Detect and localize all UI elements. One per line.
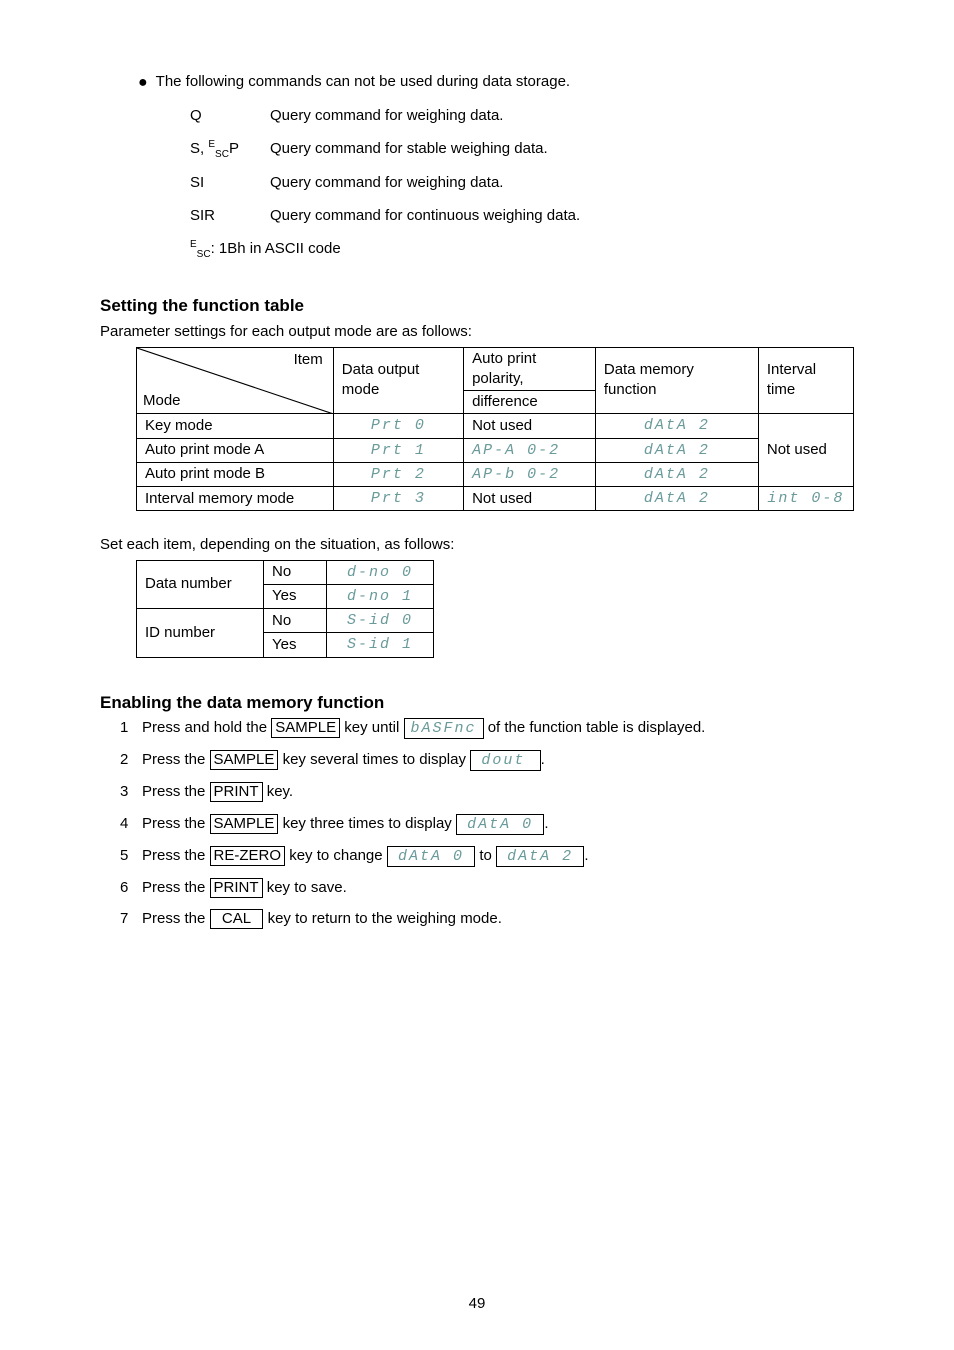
page-number: 49 xyxy=(0,1294,954,1314)
intro-text: The following commands can not be used d… xyxy=(156,72,570,92)
hdr-output: Data output mode xyxy=(333,347,463,414)
print-key: PRINT xyxy=(210,878,263,898)
cmd-si-key: SI xyxy=(190,173,270,193)
sample-key: SAMPLE xyxy=(210,750,279,770)
list-item: 5 Press the RE-ZERO key to change dAtA 0… xyxy=(120,846,854,867)
table-row: Auto print mode B Prt 2 AP-b 0-2 dAtA 2 xyxy=(137,462,854,486)
list-item: 2 Press the SAMPLE key several times to … xyxy=(120,750,854,771)
table-row: Interval memory mode Prt 3 Not used dAtA… xyxy=(137,487,854,511)
cal-key: CAL xyxy=(210,909,264,929)
table-row: Key mode Prt 0 Not used dAtA 2 Not used xyxy=(137,414,854,438)
print-key: PRINT xyxy=(210,782,263,802)
cmd-q-key: Q xyxy=(190,106,270,126)
list-item: 4 Press the SAMPLE key three times to di… xyxy=(120,814,854,835)
cmd-si-desc: Query command for weighing data. xyxy=(270,173,503,193)
list-item: 6 Press the PRINT key to save. xyxy=(120,878,854,898)
diag-header: Item Mode xyxy=(137,347,334,414)
hdr-difference: difference xyxy=(464,391,596,414)
table-row: Auto print mode A Prt 1 AP-A 0-2 dAtA 2 xyxy=(137,438,854,462)
command-list: Q Query command for weighing data. S, ES… xyxy=(190,106,854,262)
list-item: 7 Press the CAL key to return to the wei… xyxy=(120,909,854,929)
section1-subtitle: Parameter settings for each output mode … xyxy=(100,322,854,342)
hdr-polarity: Auto print polarity, xyxy=(464,347,596,391)
table-row: Data number No d-no 0 xyxy=(137,560,434,584)
item-table: Data number No d-no 0 Yes d-no 1 ID numb… xyxy=(136,560,434,658)
sample-key: SAMPLE xyxy=(271,718,340,738)
section1-title: Setting the function table xyxy=(100,295,854,318)
rezero-key: RE-ZERO xyxy=(210,846,286,866)
section2-lead: Set each item, depending on the situatio… xyxy=(100,535,854,555)
cmd-sir-key: SIR xyxy=(190,206,270,226)
hdr-interval: Interval time xyxy=(758,347,853,414)
esc-note: ESC: 1Bh in ASCII code xyxy=(190,238,341,262)
sample-key: SAMPLE xyxy=(210,814,279,834)
list-item: 3 Press the PRINT key. xyxy=(120,782,854,802)
table-row: ID number No S-id 0 xyxy=(137,609,434,633)
steps-list: 1 Press and hold the SAMPLE key until bA… xyxy=(120,718,854,929)
intro-bullet: ● The following commands can not be used… xyxy=(138,72,854,94)
section3-title: Enabling the data memory function xyxy=(100,692,854,715)
list-item: 1 Press and hold the SAMPLE key until bA… xyxy=(120,718,854,739)
notused-cell: Not used xyxy=(758,414,853,487)
bullet-icon: ● xyxy=(138,72,148,94)
cmd-s-key: S, ESCP xyxy=(190,138,270,162)
cmd-s-desc: Query command for stable weighing data. xyxy=(270,139,548,159)
cmd-sir-desc: Query command for continuous weighing da… xyxy=(270,206,580,226)
hdr-memory: Data memory function xyxy=(595,347,758,414)
mode-table: Item Mode Data output mode Auto print po… xyxy=(136,347,854,512)
cmd-q-desc: Query command for weighing data. xyxy=(270,106,503,126)
